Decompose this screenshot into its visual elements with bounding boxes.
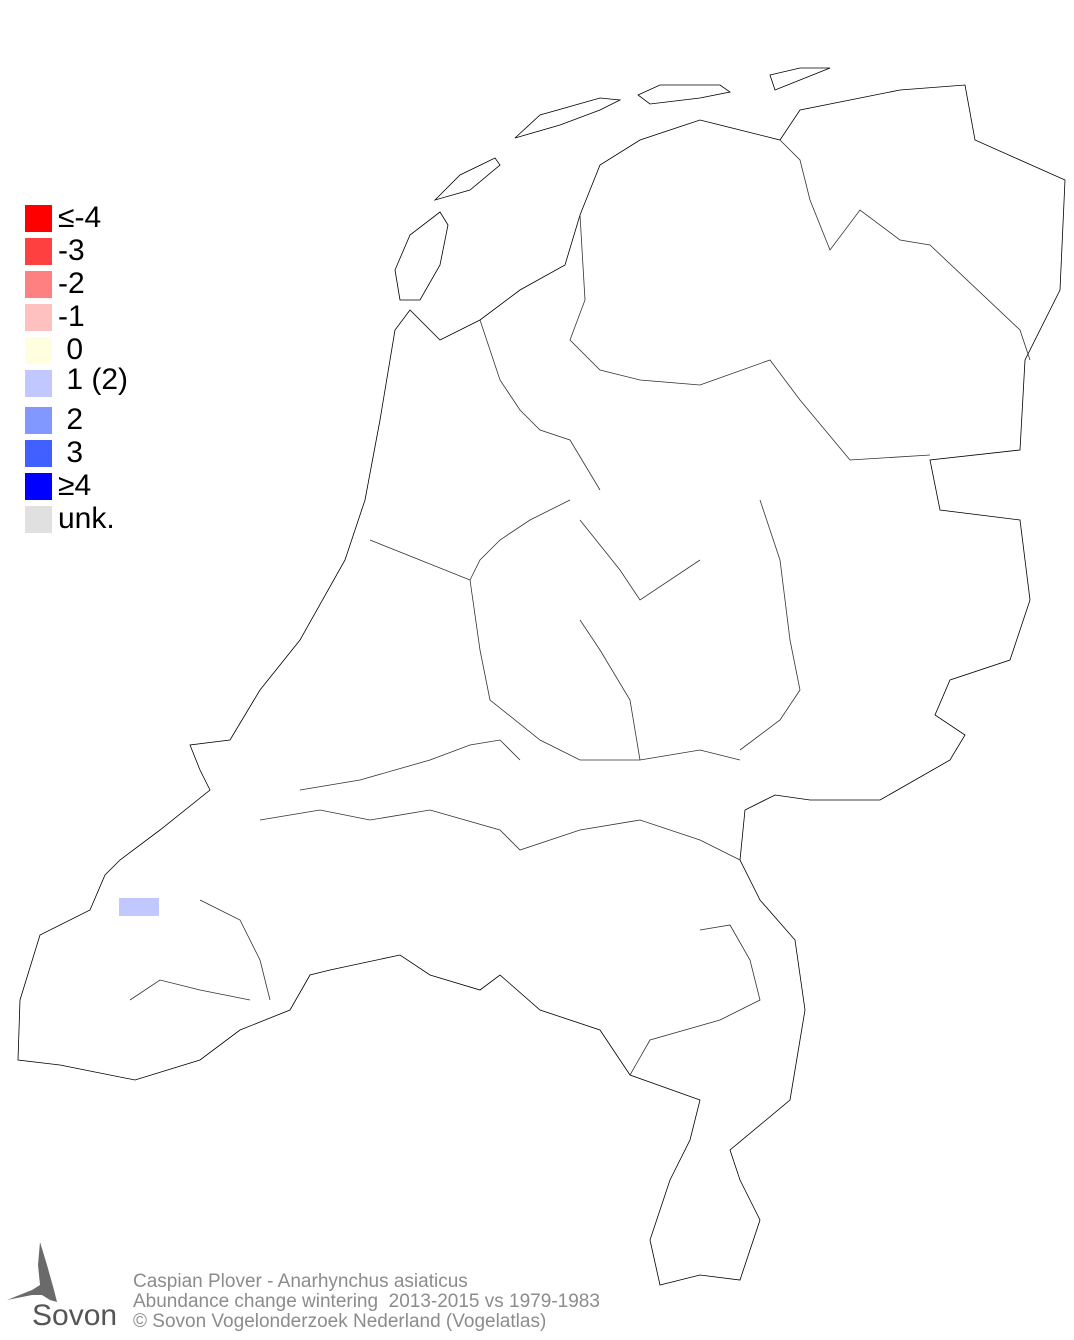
island-ameland: [637, 84, 731, 105]
legend-label: 0: [58, 333, 84, 366]
swallow-icon: [7, 1242, 57, 1302]
island-terschelling: [514, 97, 622, 139]
svg-text:Sovon: Sovon: [32, 1299, 117, 1332]
legend-label: ≥4: [58, 469, 92, 502]
legend-label: -1: [58, 300, 85, 333]
legend-swatch: [25, 473, 52, 500]
legend-label: -2: [58, 267, 85, 300]
map-subtitle: Abundance change wintering 2013-2015 vs …: [133, 1291, 600, 1312]
legend-label: ≤-4: [58, 201, 102, 234]
copyright: © Sovon Vogelonderzoek Nederland (Vogela…: [133, 1311, 547, 1332]
legend-label: -3: [58, 234, 85, 267]
legend-swatch: [25, 337, 52, 364]
island-schiermonnikoog: [769, 67, 831, 91]
legend-label: 2: [58, 403, 84, 436]
legend-swatch: [25, 440, 52, 467]
legend-label: 3: [58, 436, 84, 469]
legend-swatch: [25, 238, 52, 265]
legend-swatch: [25, 271, 52, 298]
legend-label: 1 (2): [58, 363, 129, 396]
cell-change-1: [119, 898, 159, 916]
sovon-logo: Sovon: [7, 1242, 117, 1332]
legend-swatch: [25, 370, 52, 397]
island-vlieland: [433, 157, 501, 201]
province-boundaries: [129, 139, 1031, 1076]
species-title: Caspian Plover - Anarhynchus asiaticus: [133, 1271, 468, 1292]
legend-swatch: [25, 407, 52, 434]
island-texel: [394, 211, 449, 301]
map-caption: Caspian Plover - Anarhynchus asiaticus A…: [133, 1272, 600, 1332]
legend-label: unk.: [58, 502, 115, 535]
legend-swatch: [25, 205, 52, 232]
legend-swatch: [25, 506, 52, 533]
country-outline: [17, 84, 1066, 1286]
legend-swatch: [25, 304, 52, 331]
